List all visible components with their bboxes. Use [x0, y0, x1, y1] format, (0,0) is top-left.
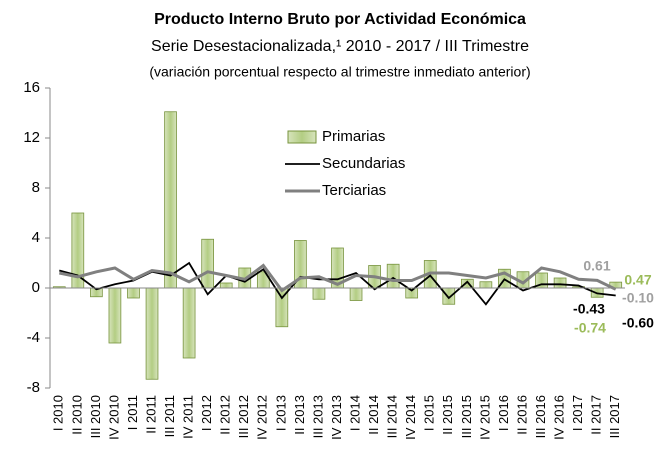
bar — [219, 282, 233, 289]
x-tick-label: IV 2015 — [477, 395, 492, 440]
x-tick-label: III 2014 — [385, 395, 400, 438]
bar — [349, 287, 363, 301]
x-tick-label: I 2016 — [496, 395, 511, 431]
x-tick-label: IV 2011 — [181, 395, 196, 439]
x-tick-label: I 2010 — [51, 395, 66, 431]
x-tick-label: III 2017 — [607, 395, 622, 438]
bar — [108, 287, 122, 344]
x-tick-label: I 2015 — [422, 395, 437, 431]
x-tick-label: II 2011 — [143, 395, 158, 434]
x-tick-label: I 2017 — [570, 395, 585, 431]
line — [58, 263, 617, 293]
bar — [182, 287, 196, 359]
legend-label: Terciarias — [322, 182, 386, 199]
x-tick-label: IV 2010 — [106, 395, 121, 440]
legend-label: Secundarias — [322, 155, 405, 172]
y-tick-label: -4 — [27, 329, 40, 346]
y-tick-label: 12 — [23, 129, 40, 146]
bar — [479, 281, 493, 289]
x-tick-label: III 2011 — [162, 395, 177, 437]
x-tick-label: I 2014 — [347, 395, 362, 431]
x-tick-label: II 2015 — [440, 395, 455, 435]
x-tick-label: III 2015 — [459, 395, 474, 438]
x-tick-label: IV 2016 — [552, 395, 567, 440]
bar — [442, 287, 456, 305]
x-tick-label: IV 2013 — [329, 395, 344, 440]
x-tick-label: IV 2012 — [255, 395, 270, 440]
bar — [201, 238, 214, 289]
bar — [127, 287, 140, 299]
x-tick-label: II 2017 — [589, 395, 604, 435]
x-tick-label: I 2013 — [273, 395, 288, 431]
bar — [386, 263, 400, 289]
bar — [164, 111, 177, 289]
x-tick-label: II 2014 — [366, 395, 381, 435]
y-tick-label: 0 — [32, 279, 40, 296]
x-tick-label: I 2012 — [199, 395, 214, 431]
data-label: -0.10 — [622, 290, 654, 306]
legend-swatch — [287, 130, 317, 144]
y-tick-label: 16 — [23, 79, 40, 96]
x-tick-label: II 2013 — [292, 395, 307, 435]
x-tick-label: III 2013 — [310, 395, 325, 438]
y-tick-label: -8 — [27, 379, 40, 396]
chart-subtitle: (variación porcentual respecto al trimes… — [149, 64, 530, 80]
x-tick-label: III 2010 — [88, 395, 103, 438]
chart-title: Producto Interno Bruto por Actividad Eco… — [154, 11, 526, 28]
bar — [553, 277, 567, 289]
data-label: -0.60 — [622, 315, 654, 331]
x-tick-label: II 2010 — [69, 395, 84, 435]
data-label: -0.74 — [574, 320, 606, 336]
y-tick-label: 4 — [32, 229, 40, 246]
x-tick-label: II 2012 — [218, 395, 233, 435]
bar — [145, 287, 159, 380]
y-tick-label: 8 — [32, 179, 40, 196]
legend-label: Primarias — [322, 128, 385, 145]
bar — [312, 287, 326, 300]
x-tick-label: IV 2014 — [403, 395, 418, 440]
chart-subtitle: Serie Desestacionalizada,¹ 2010 - 2017 /… — [151, 38, 529, 55]
x-tick-label: II 2016 — [514, 395, 529, 435]
data-label: 0.61 — [583, 258, 610, 274]
x-tick-label: III 2016 — [533, 395, 548, 438]
x-tick-label: III 2012 — [236, 395, 251, 438]
x-tick-label: I 2011 — [125, 395, 140, 430]
data-label: -0.43 — [573, 301, 605, 317]
data-label: 0.47 — [624, 272, 651, 288]
